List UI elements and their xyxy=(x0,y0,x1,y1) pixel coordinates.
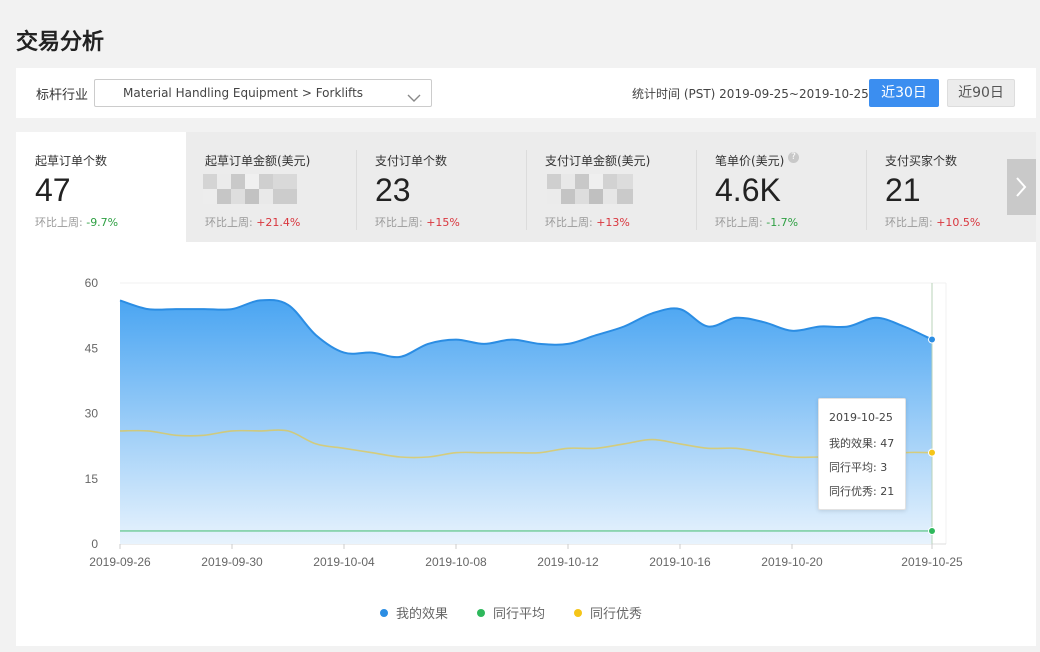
industry-select[interactable]: Material Handling Equipment > Forklifts xyxy=(94,79,432,107)
x-tick-label: 2019-10-20 xyxy=(761,555,823,569)
y-tick-label: 45 xyxy=(85,341,99,355)
legend-label-2: 同行优秀 xyxy=(590,607,642,622)
y-tick-label: 60 xyxy=(85,276,99,290)
kpi-strip: 起草订单个数 47 环比上周: -9.7% 起草订单金额(美元) 环比上周: +… xyxy=(16,132,1036,242)
blurred-value xyxy=(203,174,297,204)
question-circle-icon[interactable]: ? xyxy=(788,152,799,163)
series-line-0 xyxy=(119,298,933,359)
kpi-change: 环比上周: +21.4% xyxy=(205,216,301,229)
y-tick-label: 0 xyxy=(91,537,98,551)
kpi-label: 支付订单个数 xyxy=(375,154,448,168)
kpi-divider xyxy=(356,150,357,230)
kpi-tab-paid-orders[interactable]: 支付订单个数 23 环比上周: +15% xyxy=(356,132,526,242)
kpi-label: 起草订单个数 xyxy=(35,154,108,168)
kpi-change: 环比上周: +15% xyxy=(375,216,460,229)
x-tick-label: 2019-10-16 xyxy=(649,555,711,569)
series-area-0 xyxy=(120,299,932,544)
kpi-value: 4.6K xyxy=(715,172,781,208)
hover-point-2 xyxy=(928,448,936,457)
kpi-divider xyxy=(696,150,697,230)
kpi-label: 支付买家个数 xyxy=(885,154,958,168)
hover-point-0 xyxy=(928,335,936,344)
kpi-divider xyxy=(526,150,527,230)
legend-marker-0 xyxy=(380,609,388,617)
kpi-value: 23 xyxy=(375,172,411,208)
x-tick-label: 2019-10-25 xyxy=(901,555,963,569)
tooltip-line: 同行平均: 3 xyxy=(829,461,888,474)
filter-bar: 标杆行业 Material Handling Equipment > Forkl… xyxy=(16,68,1036,118)
kpi-tab-draft-orders[interactable]: 起草订单个数 47 环比上周: -9.7% xyxy=(16,132,186,242)
x-tick-label: 2019-10-08 xyxy=(425,555,487,569)
kpi-change: 环比上周: -1.7% xyxy=(715,216,799,229)
kpi-change: 环比上周: +13% xyxy=(545,216,630,229)
kpi-tab-paid-amount[interactable]: 支付订单金额(美元) 环比上周: +13% xyxy=(526,132,696,242)
range-30-button[interactable]: 近30日 xyxy=(869,79,939,107)
legend-marker-2 xyxy=(574,609,582,617)
kpi-label: 支付订单金额(美元) xyxy=(545,154,651,168)
x-tick-label: 2019-10-12 xyxy=(537,555,599,569)
stat-time: 统计时间 (PST) 2019-09-25~2019-10-25 xyxy=(632,87,869,101)
blurred-value xyxy=(547,174,633,204)
chevron-down-icon xyxy=(407,88,421,107)
kpi-divider xyxy=(866,150,867,230)
kpi-value: 21 xyxy=(885,172,921,208)
series-line-2 xyxy=(119,429,933,459)
hover-point-1 xyxy=(928,526,936,535)
kpi-next-button[interactable] xyxy=(1007,159,1036,215)
chart-tooltip: 2019-10-25 我的效果: 47 同行平均: 3 同行优秀: 21 xyxy=(818,398,906,510)
legend-label-1: 同行平均 xyxy=(493,607,545,622)
x-tick-label: 2019-10-04 xyxy=(313,555,375,569)
industry-label: 标杆行业 xyxy=(36,88,89,103)
kpi-value: 47 xyxy=(35,172,71,208)
industry-select-value: Material Handling Equipment > Forklifts xyxy=(123,86,364,100)
tooltip-date: 2019-10-25 xyxy=(829,411,893,424)
y-tick-label: 15 xyxy=(85,472,99,486)
y-tick-label: 30 xyxy=(85,407,99,421)
chart-panel: 0 15 30 45 60 2019-09-26 2019-09-30 2019-10-04 2… xyxy=(16,242,1036,646)
range-90-button[interactable]: 近90日 xyxy=(947,79,1015,107)
kpi-label: 起草订单金额(美元) xyxy=(205,154,311,168)
tooltip-line: 我的效果: 47 xyxy=(829,437,895,450)
kpi-change: 环比上周: +10.5% xyxy=(885,216,981,229)
kpi-tab-draft-amount[interactable]: 起草订单金额(美元) 环比上周: +21.4% xyxy=(186,132,356,242)
legend-label-0: 我的效果 xyxy=(396,606,448,622)
kpi-change: 环比上周: -9.7% xyxy=(35,216,119,229)
x-tick-label: 2019-09-30 xyxy=(201,555,263,569)
tooltip-line: 同行优秀: 21 xyxy=(829,485,895,498)
kpi-tab-avg-price[interactable]: 笔单价(美元) ? 4.6K 环比上周: -1.7% xyxy=(696,132,866,242)
x-tick-label: 2019-09-26 xyxy=(89,555,151,569)
kpi-tab-paid-buyers[interactable]: 支付买家个数 21 环比上周: +10.5% xyxy=(866,132,1036,242)
kpi-label: 笔单价(美元) xyxy=(715,154,785,168)
trend-chart: 0 15 30 45 60 2019-09-26 2019-09-30 2019-10-04 2… xyxy=(85,276,963,622)
legend-marker-1 xyxy=(477,609,485,617)
page-title: 交易分析 xyxy=(16,30,105,55)
chevron-right-icon xyxy=(1016,177,1027,197)
